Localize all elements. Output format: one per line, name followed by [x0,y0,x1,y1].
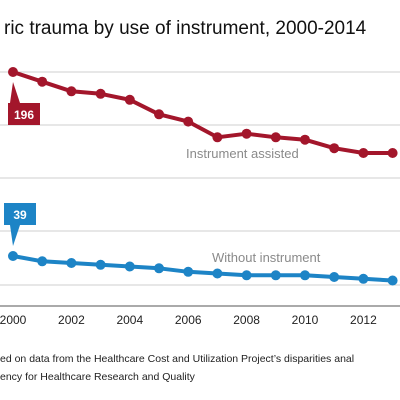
callouts: 196 39 [4,82,40,246]
x-axis: 2000 2002 2004 2006 2008 2010 2012 [0,313,377,327]
data-point [270,270,281,281]
x-tick-label: 2008 [233,313,260,327]
callout-without-instrument: 39 [4,203,36,246]
data-point [212,268,223,279]
data-point [329,272,340,282]
data-point [95,259,106,270]
data-point [387,275,398,286]
x-tick-label: 2004 [116,313,143,327]
series-1 [8,251,398,286]
callout-instrument-assisted: 196 [8,82,40,125]
data-point [95,88,106,99]
data-point [124,94,135,105]
data-point [66,86,77,97]
data-point [8,251,18,261]
series-label-instrument-assisted: Instrument assisted [186,146,299,161]
data-point [358,273,369,284]
data-point [300,134,310,145]
data-point [37,256,48,267]
source-note-line-1: ed on data from the Healthcare Cost and … [0,353,355,365]
x-tick-label: 2012 [350,313,377,327]
data-point [124,261,135,272]
data-point [241,270,252,281]
data-point [270,132,281,143]
data-point [300,270,310,281]
data-point [37,76,48,87]
data-point [358,148,369,158]
data-point [66,258,77,268]
data-point [8,67,18,77]
callout-value: 39 [13,208,27,222]
x-tick-label: 2006 [175,313,202,327]
series-layer [8,67,398,286]
x-tick-label: 2002 [58,313,85,327]
data-point [212,132,223,143]
chart-grid [0,71,400,307]
data-point [387,148,398,158]
data-point [329,143,340,154]
x-tick-label: 2000 [0,313,27,327]
series-line [12,70,393,155]
series-label-without-instrument: Without instrument [212,250,321,265]
data-point [154,263,164,274]
data-point [241,128,252,139]
callout-value: 196 [14,108,34,122]
x-tick-label: 2010 [292,313,319,327]
series-0 [8,67,398,158]
data-point [183,266,194,277]
data-point [183,116,194,127]
chart-title: ric trauma by use of instrument, 2000-20… [4,18,367,39]
source-note-line-2: ency for Healthcare Research and Quality [0,371,195,383]
data-point [154,109,164,120]
